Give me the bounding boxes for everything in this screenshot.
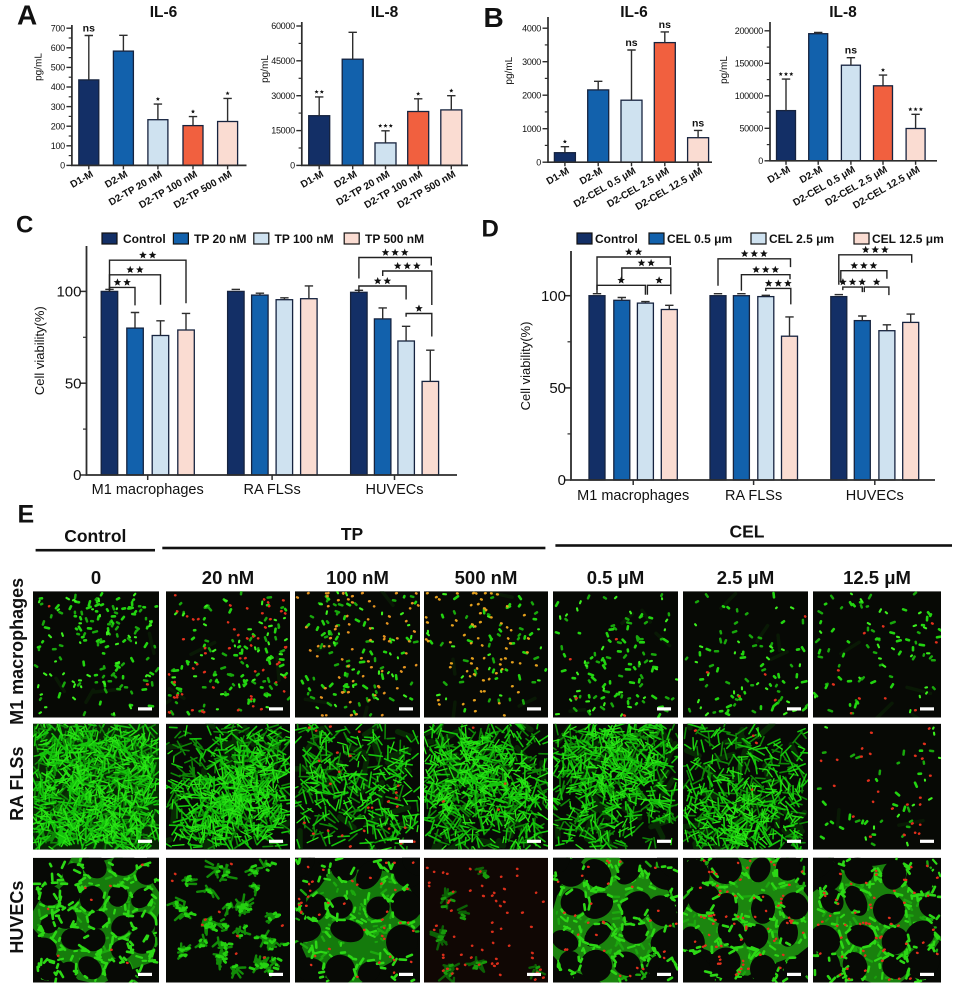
svg-text:E: E [18, 501, 35, 529]
svg-text:IL-8: IL-8 [371, 4, 399, 21]
svg-text:C: C [16, 212, 33, 239]
svg-text:B: B [484, 2, 504, 33]
svg-text:pg/mL: pg/mL [34, 53, 45, 81]
svg-text:Control: Control [64, 526, 126, 546]
svg-text:1000: 1000 [522, 124, 541, 134]
svg-text:IL-6: IL-6 [620, 4, 648, 21]
svg-text:45000: 45000 [271, 56, 295, 66]
svg-text:ns: ns [625, 37, 637, 49]
svg-text:RA FLSs: RA FLSs [725, 488, 782, 504]
svg-text:500 nM: 500 nM [455, 567, 518, 588]
svg-text:pg/mL: pg/mL [719, 56, 730, 84]
svg-text:RA FLSs: RA FLSs [7, 747, 27, 821]
svg-text:100000: 100000 [735, 91, 764, 101]
svg-text:0: 0 [558, 472, 566, 489]
svg-text:ns: ns [83, 23, 95, 35]
svg-text:M1 macrophages: M1 macrophages [92, 482, 204, 498]
svg-text:ns: ns [845, 45, 857, 57]
svg-text:TP 500 nM: TP 500 nM [365, 232, 424, 246]
svg-text:2000: 2000 [522, 90, 541, 100]
svg-text:600: 600 [51, 43, 65, 53]
svg-text:pg/mL: pg/mL [260, 55, 271, 83]
svg-text:Control: Control [123, 232, 166, 246]
svg-text:CEL 12.5 μm: CEL 12.5 μm [872, 232, 944, 246]
svg-text:0: 0 [60, 161, 65, 171]
svg-text:M1 macrophages: M1 macrophages [7, 578, 27, 725]
svg-text:TP: TP [341, 524, 364, 544]
svg-text:200: 200 [51, 121, 65, 131]
svg-text:0: 0 [290, 161, 295, 171]
svg-text:HUVECs: HUVECs [7, 881, 27, 954]
svg-text:HUVECs: HUVECs [365, 482, 423, 498]
svg-text:300: 300 [51, 102, 65, 112]
svg-text:IL-6: IL-6 [150, 4, 178, 21]
svg-text:TP 100 nM: TP 100 nM [275, 232, 334, 246]
svg-text:150000: 150000 [735, 59, 764, 69]
svg-text:700: 700 [51, 23, 65, 33]
svg-text:Cell viability(%): Cell viability(%) [32, 306, 47, 395]
svg-text:Cell viability(%): Cell viability(%) [518, 322, 533, 411]
svg-text:pg/mL: pg/mL [504, 56, 515, 84]
svg-text:M1 macrophages: M1 macrophages [577, 488, 689, 504]
svg-text:400: 400 [51, 82, 65, 92]
svg-text:15000: 15000 [271, 126, 295, 136]
svg-text:2.5 μM: 2.5 μM [717, 567, 775, 588]
svg-text:200000: 200000 [735, 26, 764, 36]
svg-text:0: 0 [91, 567, 101, 588]
svg-text:4000: 4000 [522, 23, 541, 33]
svg-text:100: 100 [51, 141, 65, 151]
svg-text:A: A [17, 0, 37, 31]
svg-text:100: 100 [541, 288, 566, 305]
svg-text:0: 0 [536, 157, 541, 167]
svg-text:D: D [482, 216, 499, 243]
svg-text:HUVECs: HUVECs [846, 488, 904, 504]
svg-text:CEL 0.5 μm: CEL 0.5 μm [667, 232, 732, 246]
svg-text:50000: 50000 [739, 124, 763, 134]
svg-text:12.5 μM: 12.5 μM [843, 567, 911, 588]
svg-text:50: 50 [65, 375, 82, 392]
svg-text:CEL 2.5 μm: CEL 2.5 μm [769, 232, 834, 246]
svg-text:0.5 μM: 0.5 μM [587, 567, 645, 588]
svg-text:60000: 60000 [271, 21, 295, 31]
svg-text:20 nM: 20 nM [202, 567, 254, 588]
svg-text:0: 0 [73, 467, 81, 484]
svg-text:500: 500 [51, 63, 65, 73]
svg-text:RA FLSs: RA FLSs [243, 482, 300, 498]
svg-text:ns: ns [692, 117, 704, 129]
svg-text:30000: 30000 [271, 91, 295, 101]
svg-text:0: 0 [758, 156, 763, 166]
svg-text:Control: Control [595, 232, 638, 246]
svg-text:IL-8: IL-8 [829, 4, 857, 21]
svg-text:CEL: CEL [730, 522, 765, 542]
svg-text:100 nM: 100 nM [326, 567, 389, 588]
svg-text:ns: ns [659, 19, 671, 31]
svg-text:50: 50 [549, 380, 566, 397]
svg-text:3000: 3000 [522, 57, 541, 67]
svg-text:100: 100 [56, 284, 81, 301]
svg-text:TP 20 nM: TP 20 nM [194, 232, 246, 246]
